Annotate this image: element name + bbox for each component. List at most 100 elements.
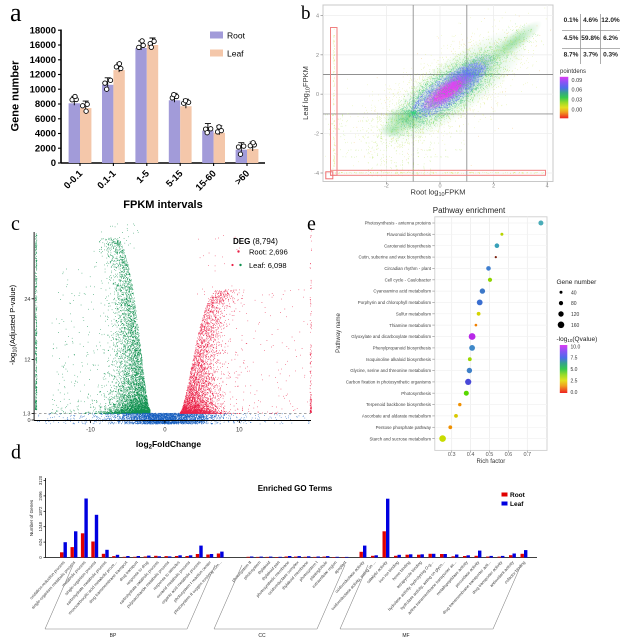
svg-text:>60: >60 xyxy=(233,168,252,187)
svg-text:120: 120 xyxy=(571,312,580,318)
svg-text:DEG (8,794): DEG (8,794) xyxy=(233,237,278,246)
svg-text:Terpenoid backbone biosynthesi: Terpenoid backbone biosynthesis xyxy=(366,402,432,407)
svg-text:2000: 2000 xyxy=(35,143,56,154)
svg-text:0.3: 0.3 xyxy=(448,452,456,458)
svg-text:Root: Root xyxy=(227,31,246,41)
svg-text:FPKM intervals: FPKM intervals xyxy=(123,199,202,211)
svg-text:6.2%: 6.2% xyxy=(603,35,618,42)
svg-text:2: 2 xyxy=(316,53,319,59)
svg-text:3.7%: 3.7% xyxy=(583,52,598,59)
svg-text:4000: 4000 xyxy=(35,129,56,140)
svg-text:5.0: 5.0 xyxy=(571,367,578,373)
svg-text:4.5%: 4.5% xyxy=(564,35,579,42)
svg-text:24: 24 xyxy=(24,297,30,303)
svg-text:624: 624 xyxy=(38,538,43,546)
svg-text:Sulfur metabolism: Sulfur metabolism xyxy=(396,311,431,316)
svg-text:0.6: 0.6 xyxy=(505,452,513,458)
svg-text:12.0%: 12.0% xyxy=(601,17,620,24)
svg-text:80: 80 xyxy=(571,301,577,307)
svg-text:15-60: 15-60 xyxy=(194,168,219,193)
svg-text:Carbon fixation in photosynthe: Carbon fixation in photosynthetic organi… xyxy=(346,380,432,385)
svg-text:Enriched GO Terms: Enriched GO Terms xyxy=(258,484,333,493)
svg-text:0.06: 0.06 xyxy=(572,88,583,94)
svg-text:0: 0 xyxy=(38,556,43,559)
svg-text:Glycine, serine and threonine: Glycine, serine and threonine metabolism xyxy=(350,368,431,373)
svg-text:3120: 3120 xyxy=(38,475,43,485)
svg-text:CC: CC xyxy=(258,633,266,639)
svg-text:0.1%: 0.1% xyxy=(564,17,579,24)
svg-text:Carotenoid biosynthesis: Carotenoid biosynthesis xyxy=(384,243,432,248)
svg-text:Phenylpropanoid biosynthesis: Phenylpropanoid biosynthesis xyxy=(373,345,432,350)
svg-text:Gene number: Gene number xyxy=(557,279,598,286)
svg-text:Ascorbate and aldarate metabol: Ascorbate and aldarate metabolism xyxy=(362,414,431,419)
svg-text:0.0: 0.0 xyxy=(571,390,578,396)
svg-text:Root: 2,696: Root: 2,696 xyxy=(249,248,288,257)
svg-text:1248: 1248 xyxy=(38,521,43,531)
svg-text:8000: 8000 xyxy=(35,99,56,110)
svg-text:Thiamine metabolism: Thiamine metabolism xyxy=(389,323,431,328)
svg-text:0.1-1: 0.1-1 xyxy=(95,168,119,192)
svg-text:1-5: 1-5 xyxy=(134,168,152,186)
svg-text:0: 0 xyxy=(27,418,30,424)
svg-text:12000: 12000 xyxy=(30,70,56,81)
svg-text:0: 0 xyxy=(51,158,56,169)
svg-text:Rich factor: Rich factor xyxy=(477,459,506,465)
svg-text:b: b xyxy=(301,3,311,24)
svg-text:log2FoldChange: log2FoldChange xyxy=(136,439,201,451)
svg-text:c: c xyxy=(11,213,20,235)
svg-text:2.5: 2.5 xyxy=(571,379,578,385)
svg-text:16000: 16000 xyxy=(30,40,56,51)
svg-text:Leaf: 6,098: Leaf: 6,098 xyxy=(249,261,287,270)
svg-text:Porphyrin and chlorophyll meta: Porphyrin and chlorophyll metabolism xyxy=(358,300,432,305)
svg-text:Photosynthesis - antenna prote: Photosynthesis - antenna proteins xyxy=(365,221,432,226)
svg-text:-10: -10 xyxy=(86,428,95,434)
svg-text:-4: -4 xyxy=(314,171,319,177)
svg-text:4: 4 xyxy=(546,184,549,190)
svg-text:Leaf: Leaf xyxy=(510,501,524,508)
svg-text:a: a xyxy=(10,0,22,27)
svg-text:Leaf: Leaf xyxy=(227,49,244,59)
svg-text:1.3: 1.3 xyxy=(23,411,31,417)
svg-text:10.0: 10.0 xyxy=(571,345,581,351)
svg-text:-2: -2 xyxy=(314,132,319,138)
svg-text:0: 0 xyxy=(163,428,167,434)
svg-text:0: 0 xyxy=(316,92,319,98)
svg-text:0.00: 0.00 xyxy=(572,108,583,114)
svg-text:Pentose phosphate pathway: Pentose phosphate pathway xyxy=(376,425,432,430)
svg-text:1872: 1872 xyxy=(38,506,43,516)
svg-text:160: 160 xyxy=(571,323,580,329)
svg-text:Gene number: Gene number xyxy=(10,60,22,132)
svg-text:0.3%: 0.3% xyxy=(603,52,618,59)
svg-text:4: 4 xyxy=(316,13,319,19)
svg-text:0.7: 0.7 xyxy=(523,452,531,458)
svg-text:Number of Genes: Number of Genes xyxy=(29,499,34,536)
svg-text:Root: Root xyxy=(510,492,526,499)
svg-text:40: 40 xyxy=(571,290,577,296)
svg-text:Flavonoid biosynthesis: Flavonoid biosynthesis xyxy=(387,232,432,237)
svg-text:0.5: 0.5 xyxy=(486,452,494,458)
svg-text:2496: 2496 xyxy=(38,491,43,501)
svg-text:MF: MF xyxy=(402,633,409,639)
svg-text:e: e xyxy=(307,213,316,235)
svg-text:0.03: 0.03 xyxy=(572,98,583,104)
svg-text:10000: 10000 xyxy=(30,84,56,95)
svg-text:0-0.1: 0-0.1 xyxy=(62,168,86,192)
svg-text:BP: BP xyxy=(110,633,117,639)
svg-text:5-15: 5-15 xyxy=(164,168,186,190)
svg-text:6000: 6000 xyxy=(35,114,56,125)
svg-text:Cell cycle - Caulobacter: Cell cycle - Caulobacter xyxy=(385,277,432,282)
svg-text:-log10(Qvalue): -log10(Qvalue) xyxy=(557,336,598,343)
svg-text:-2: -2 xyxy=(384,184,389,190)
svg-text:10: 10 xyxy=(236,428,243,434)
svg-text:14000: 14000 xyxy=(30,55,56,66)
svg-text:59.8%: 59.8% xyxy=(581,35,600,42)
svg-text:Photosynthesis: Photosynthesis xyxy=(401,391,432,396)
svg-text:Pathway enrichment: Pathway enrichment xyxy=(433,206,506,215)
svg-text:0.4: 0.4 xyxy=(467,452,475,458)
svg-text:Leaf log10FPKM: Leaf log10FPKM xyxy=(301,66,312,120)
svg-text:Glyoxylate and dicarboxylate m: Glyoxylate and dicarboxylate metabolism xyxy=(351,334,431,339)
svg-text:0: 0 xyxy=(438,184,441,190)
svg-text:Pathway name: Pathway name xyxy=(336,313,342,353)
svg-text:pointdens: pointdens xyxy=(560,69,586,75)
svg-text:Circadian rhythm - plant: Circadian rhythm - plant xyxy=(384,266,431,271)
